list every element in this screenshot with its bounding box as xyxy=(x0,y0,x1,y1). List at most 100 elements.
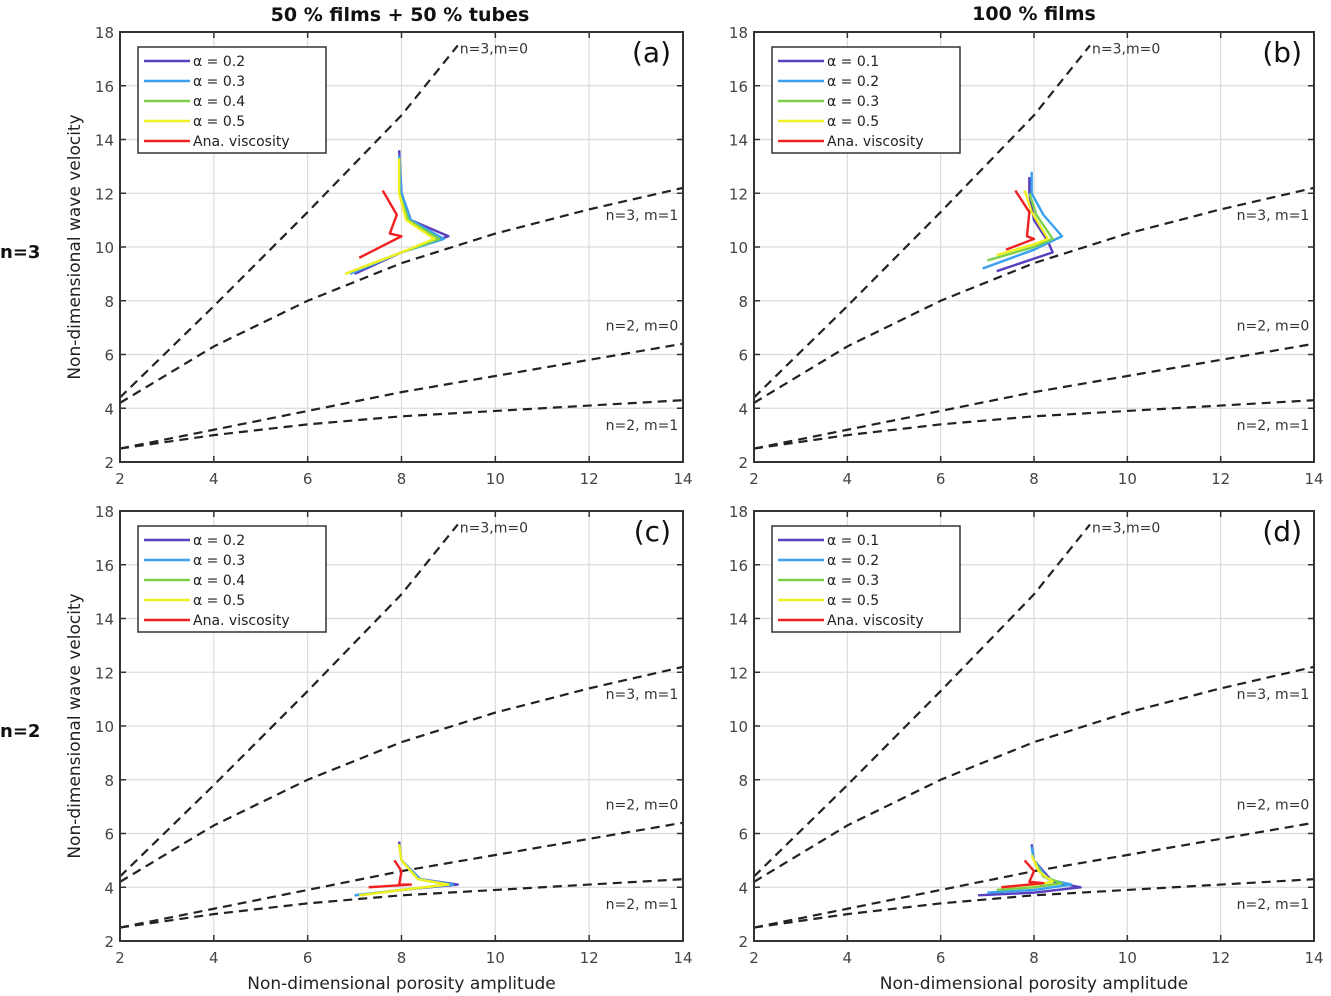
y-tick-label: 12 xyxy=(729,185,748,203)
x-tick-label: 2 xyxy=(749,949,759,967)
series-line xyxy=(996,177,1054,273)
subplot-b: 2 4 6 8 10 12 14 2 4 6 8 10 12 14 16 18 n=3,m=0 n=3, m=1 n… xyxy=(729,24,1324,488)
legend-entry: α = 0.1 xyxy=(827,533,879,549)
legend-entry: α = 0.2 xyxy=(193,54,245,70)
legend-entry: Ana. viscosity xyxy=(193,613,290,629)
panel-label: (a) xyxy=(632,36,671,69)
dispersion-curve xyxy=(119,665,684,883)
x-tick-label: 6 xyxy=(936,949,946,967)
x-tick-label: 8 xyxy=(1029,949,1039,967)
y-tick-label: 10 xyxy=(729,718,748,736)
x-tick-label: 2 xyxy=(115,470,125,488)
dispersion-curve xyxy=(753,878,1315,929)
legend-entry: α = 0.4 xyxy=(193,94,245,110)
dispersion-curve-label: n=3,m=0 xyxy=(460,521,528,537)
legend-entry: α = 0.1 xyxy=(827,54,879,70)
x-tick-label: 8 xyxy=(397,470,407,488)
x-tick-label: 10 xyxy=(486,470,505,488)
legend-entry: Ana. viscosity xyxy=(827,134,924,150)
row-label-bottom: n=2 xyxy=(0,721,40,742)
series-line xyxy=(368,859,413,889)
legend-entry: Ana. viscosity xyxy=(827,613,924,629)
panel-label: (c) xyxy=(634,515,671,548)
dispersion-curve xyxy=(119,342,684,450)
x-tick-label: 4 xyxy=(843,949,853,967)
plot-frame xyxy=(753,510,1315,942)
y-tick-label: 8 xyxy=(738,293,748,311)
dispersion-curve-label: n=2, m=1 xyxy=(1237,897,1310,913)
dispersion-curve-label: n=3,m=0 xyxy=(460,42,528,58)
x-tick-label: 14 xyxy=(673,470,692,488)
y-tick-label: 6 xyxy=(104,347,114,365)
dispersion-curve-label: n=2, m=0 xyxy=(1237,318,1310,334)
y-tick-label: 12 xyxy=(95,185,114,203)
dispersion-curve-label: n=3,m=0 xyxy=(1092,42,1160,58)
column-title-right: 100 % films xyxy=(972,3,1096,25)
plot-frame xyxy=(119,510,684,942)
legend-entry: α = 0.3 xyxy=(827,94,879,110)
x-tick-label: 6 xyxy=(303,470,313,488)
plot-frame xyxy=(119,31,684,463)
y-tick-label: 8 xyxy=(104,772,114,790)
y-tick-label: 14 xyxy=(95,611,114,629)
subplot-a: 2 4 6 8 10 12 14 2 4 6 8 10 12 14 16 18 n=3,m=0 n=3, m=1 n… xyxy=(65,24,693,488)
panel-label: (b) xyxy=(1262,36,1302,69)
x-tick-label: 8 xyxy=(397,949,407,967)
legend-entry: α = 0.2 xyxy=(827,553,879,569)
dispersion-curve-label: n=2, m=0 xyxy=(606,797,679,813)
y-tick-label: 4 xyxy=(104,400,114,418)
dispersion-curve xyxy=(119,399,684,450)
x-tick-label: 4 xyxy=(209,949,219,967)
y-tick-label: 2 xyxy=(104,454,114,472)
y-tick-label: 6 xyxy=(738,347,748,365)
dispersion-curve-label: n=2, m=0 xyxy=(606,318,679,334)
series-line xyxy=(359,844,450,897)
dispersion-curve-label: n=2, m=1 xyxy=(1237,418,1310,434)
legend-entry: α = 0.3 xyxy=(193,74,245,90)
dispersion-curve-label: n=3, m=1 xyxy=(1237,687,1310,703)
y-axis-label: Non-dimensional wave velocity xyxy=(65,114,85,379)
legend-entry: α = 0.5 xyxy=(193,114,245,130)
x-tick-label: 8 xyxy=(1029,470,1039,488)
y-axis-label: Non-dimensional wave velocity xyxy=(65,593,85,858)
dispersion-curve-label: n=2, m=1 xyxy=(606,897,679,913)
y-tick-label: 4 xyxy=(104,879,114,897)
y-tick-label: 16 xyxy=(95,78,114,96)
x-tick-label: 10 xyxy=(486,949,505,967)
x-tick-label: 12 xyxy=(580,470,599,488)
x-tick-label: 14 xyxy=(1304,470,1323,488)
dispersion-curve-label: n=3, m=1 xyxy=(606,687,679,703)
y-tick-label: 18 xyxy=(729,503,748,521)
dispersion-curve-label: n=3, m=1 xyxy=(606,208,679,224)
x-tick-label: 6 xyxy=(303,949,313,967)
y-tick-label: 12 xyxy=(729,664,748,682)
x-axis-label: Non-dimensional porosity amplitude xyxy=(880,974,1188,994)
y-tick-label: 14 xyxy=(729,611,748,629)
dispersion-curve xyxy=(753,399,1315,450)
y-tick-label: 10 xyxy=(95,239,114,257)
y-tick-label: 4 xyxy=(738,879,748,897)
dispersion-curve xyxy=(119,186,684,404)
y-tick-label: 6 xyxy=(738,826,748,844)
dispersion-curve xyxy=(119,523,459,878)
legend-entry: Ana. viscosity xyxy=(193,134,290,150)
x-tick-label: 2 xyxy=(115,949,125,967)
x-axis-label: Non-dimensional porosity amplitude xyxy=(247,974,555,994)
column-title-left: 50 % films + 50 % tubes xyxy=(271,4,530,26)
x-tick-label: 4 xyxy=(843,470,853,488)
y-tick-label: 2 xyxy=(104,933,114,951)
legend-entry: α = 0.3 xyxy=(193,553,245,569)
legend-entry: α = 0.5 xyxy=(827,593,879,609)
dispersion-curve xyxy=(753,665,1315,883)
y-tick-label: 10 xyxy=(729,239,748,257)
plot-frame xyxy=(753,31,1315,463)
x-tick-label: 14 xyxy=(673,949,692,967)
y-tick-label: 4 xyxy=(738,400,748,418)
y-tick-label: 18 xyxy=(729,24,748,42)
series-line xyxy=(1005,189,1036,251)
y-tick-label: 2 xyxy=(738,454,748,472)
x-tick-label: 12 xyxy=(580,949,599,967)
dispersion-curve xyxy=(119,878,684,929)
y-tick-label: 2 xyxy=(738,933,748,951)
dispersion-curve xyxy=(119,44,459,399)
